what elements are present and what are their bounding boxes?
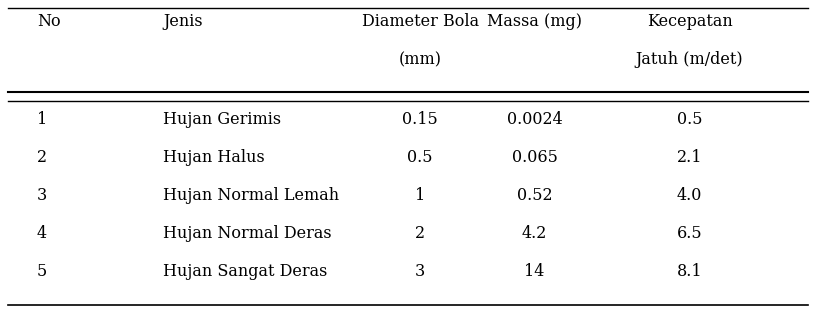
Text: Hujan Normal Lemah: Hujan Normal Lemah xyxy=(163,187,339,204)
Text: 14: 14 xyxy=(525,263,544,280)
Text: Jenis: Jenis xyxy=(163,14,203,30)
Text: 3: 3 xyxy=(415,263,425,280)
Text: 0.5: 0.5 xyxy=(407,149,433,166)
Text: Hujan Gerimis: Hujan Gerimis xyxy=(163,111,282,128)
Text: 0.52: 0.52 xyxy=(517,187,552,204)
Text: 1: 1 xyxy=(415,187,425,204)
Text: 6.5: 6.5 xyxy=(676,225,703,242)
Text: 3: 3 xyxy=(37,187,47,204)
Text: Diameter Bola: Diameter Bola xyxy=(361,14,479,30)
Text: Hujan Sangat Deras: Hujan Sangat Deras xyxy=(163,263,327,280)
Text: (mm): (mm) xyxy=(399,51,441,68)
Text: Kecepatan: Kecepatan xyxy=(646,14,733,30)
Text: No: No xyxy=(37,14,60,30)
Text: 4: 4 xyxy=(37,225,47,242)
Text: 0.0024: 0.0024 xyxy=(507,111,562,128)
Text: 0.5: 0.5 xyxy=(676,111,703,128)
Text: 2: 2 xyxy=(37,149,47,166)
Text: 5: 5 xyxy=(37,263,47,280)
Text: 4.2: 4.2 xyxy=(521,225,548,242)
Text: 4.0: 4.0 xyxy=(676,187,703,204)
Text: 8.1: 8.1 xyxy=(676,263,703,280)
Text: Massa (mg): Massa (mg) xyxy=(487,14,582,30)
Text: 2.1: 2.1 xyxy=(676,149,703,166)
Text: Hujan Normal Deras: Hujan Normal Deras xyxy=(163,225,332,242)
Text: Hujan Halus: Hujan Halus xyxy=(163,149,265,166)
Text: 1: 1 xyxy=(37,111,47,128)
Text: 0.15: 0.15 xyxy=(402,111,438,128)
Text: Jatuh (m/det): Jatuh (m/det) xyxy=(636,51,743,68)
Text: 0.065: 0.065 xyxy=(512,149,557,166)
Text: 2: 2 xyxy=(415,225,425,242)
